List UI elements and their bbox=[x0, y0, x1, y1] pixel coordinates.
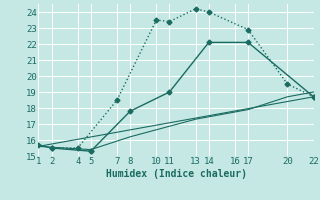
X-axis label: Humidex (Indice chaleur): Humidex (Indice chaleur) bbox=[106, 169, 246, 179]
